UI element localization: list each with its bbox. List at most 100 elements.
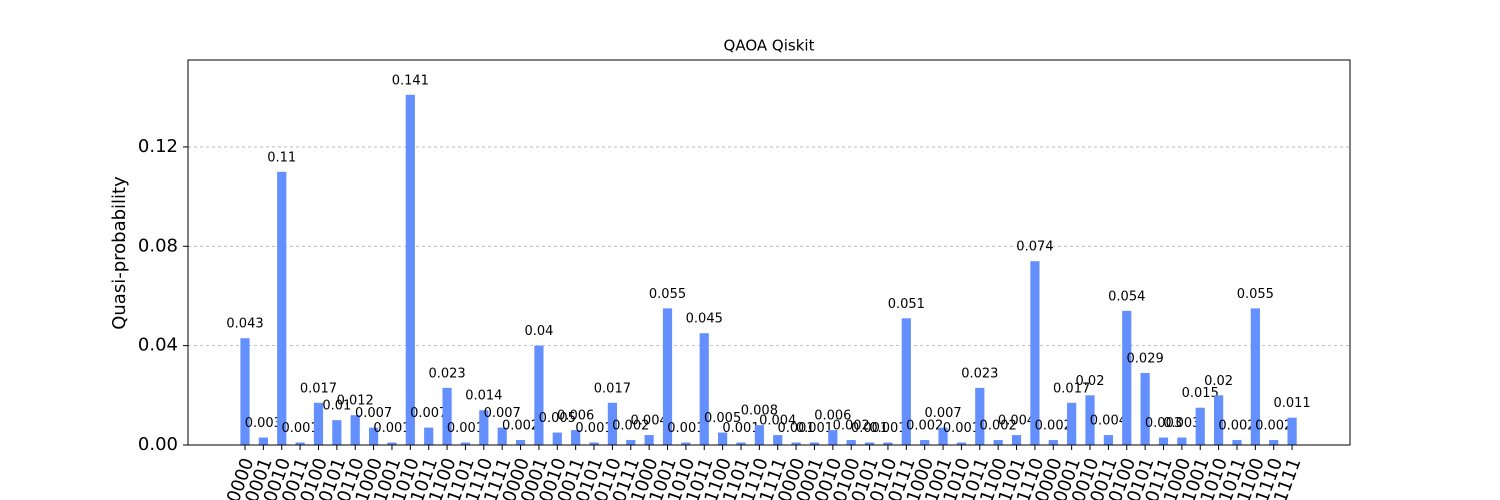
bar (1140, 372, 1150, 445)
y-tick-label: 0.12 (138, 136, 178, 157)
bar (1195, 407, 1205, 445)
value-label: 0.002 (1218, 419, 1255, 434)
bar (240, 338, 250, 445)
value-label: 0.001 (447, 421, 484, 436)
value-label: 0.001 (943, 421, 980, 436)
bar (1030, 261, 1040, 445)
value-label: 0.001 (796, 421, 833, 436)
bar (515, 440, 526, 445)
value-label: 0.003 (1145, 416, 1182, 431)
bar (460, 442, 471, 445)
bar (1287, 417, 1297, 445)
value-label: 0.055 (1237, 287, 1274, 302)
bar (313, 402, 324, 445)
bar (332, 420, 342, 445)
value-label: 0.141 (392, 73, 429, 88)
value-label: 0.001 (575, 421, 612, 436)
bar (644, 435, 654, 445)
value-label: 0.002 (612, 419, 649, 434)
bar (387, 442, 397, 445)
value-label: 0.045 (686, 312, 723, 327)
bar (1011, 435, 1022, 445)
value-label: 0.015 (1182, 386, 1219, 401)
bar (791, 442, 801, 445)
value-label: 0.043 (226, 317, 263, 332)
value-label: 0.001 (851, 421, 888, 436)
value-label: 0.008 (741, 404, 778, 419)
bar (1269, 440, 1279, 445)
bar (552, 432, 562, 445)
bar (846, 440, 856, 445)
bar (864, 442, 875, 445)
value-label: 0.055 (649, 287, 686, 302)
value-label: 0.029 (1127, 351, 1164, 366)
value-label: 0.054 (1108, 289, 1145, 304)
bar (497, 427, 507, 445)
value-label: 0.007 (484, 406, 521, 421)
y-tick-label: 0.00 (138, 434, 178, 455)
bar (718, 432, 728, 445)
value-label: 0.001 (722, 421, 759, 436)
value-label: 0.001 (373, 421, 410, 436)
bar (938, 427, 948, 445)
value-label: 0.001 (777, 421, 814, 436)
value-label: 0.002 (980, 419, 1017, 434)
value-label: 0.11 (267, 150, 296, 165)
value-label: 0.003 (1163, 416, 1200, 431)
value-label: 0.023 (961, 366, 998, 381)
bar (956, 442, 967, 445)
bar (975, 387, 985, 445)
value-label: 0.002 (1035, 419, 1072, 434)
value-label: 0.002 (1255, 419, 1292, 434)
value-label: 0.002 (906, 419, 943, 434)
bar (1103, 435, 1113, 445)
value-label: 0.003 (245, 416, 282, 431)
value-label: 0.006 (814, 409, 851, 424)
bar (405, 94, 415, 445)
bar (1067, 402, 1077, 445)
value-label: 0.02 (1204, 374, 1233, 389)
value-label: 0.004 (1090, 414, 1127, 429)
bar (699, 333, 709, 445)
value-label: 0.002 (502, 419, 539, 434)
value-label: 0.014 (465, 389, 502, 404)
value-label: 0.017 (1053, 381, 1090, 396)
value-label: 0.023 (428, 366, 465, 381)
value-label: 0.004 (759, 414, 796, 429)
bar (993, 440, 1003, 445)
bar (295, 442, 305, 445)
bar (1085, 395, 1095, 445)
bar (773, 435, 783, 445)
y-axis-label: Quasi-probability (109, 176, 130, 330)
plot-frame (187, 59, 1351, 446)
bar (258, 437, 268, 445)
value-label: 0.017 (594, 381, 631, 396)
bar (754, 425, 764, 445)
value-label: 0.051 (888, 297, 925, 312)
value-label: 0.001 (869, 421, 906, 436)
y-tick-label: 0.08 (138, 235, 178, 256)
bar (1122, 310, 1132, 445)
value-label: 0.007 (355, 406, 392, 421)
bar (442, 387, 452, 445)
bar (368, 427, 379, 445)
bar (920, 440, 930, 445)
value-label: 0.007 (410, 406, 447, 421)
value-label: 0.002 (833, 419, 870, 434)
bar (350, 415, 360, 445)
bar (828, 430, 838, 445)
value-label: 0.02 (1076, 374, 1105, 389)
value-label: 0.017 (300, 381, 337, 396)
value-label: 0.011 (1273, 396, 1310, 411)
y-tick-label: 0.04 (138, 335, 178, 356)
bar (1214, 395, 1224, 445)
value-label: 0.005 (704, 411, 741, 426)
value-label: 0.005 (539, 411, 576, 426)
bar (809, 442, 820, 445)
bar (1232, 440, 1242, 445)
value-label: 0.074 (1016, 240, 1053, 255)
bar (883, 442, 893, 445)
value-label: 0.006 (557, 409, 594, 424)
bar (607, 402, 617, 445)
